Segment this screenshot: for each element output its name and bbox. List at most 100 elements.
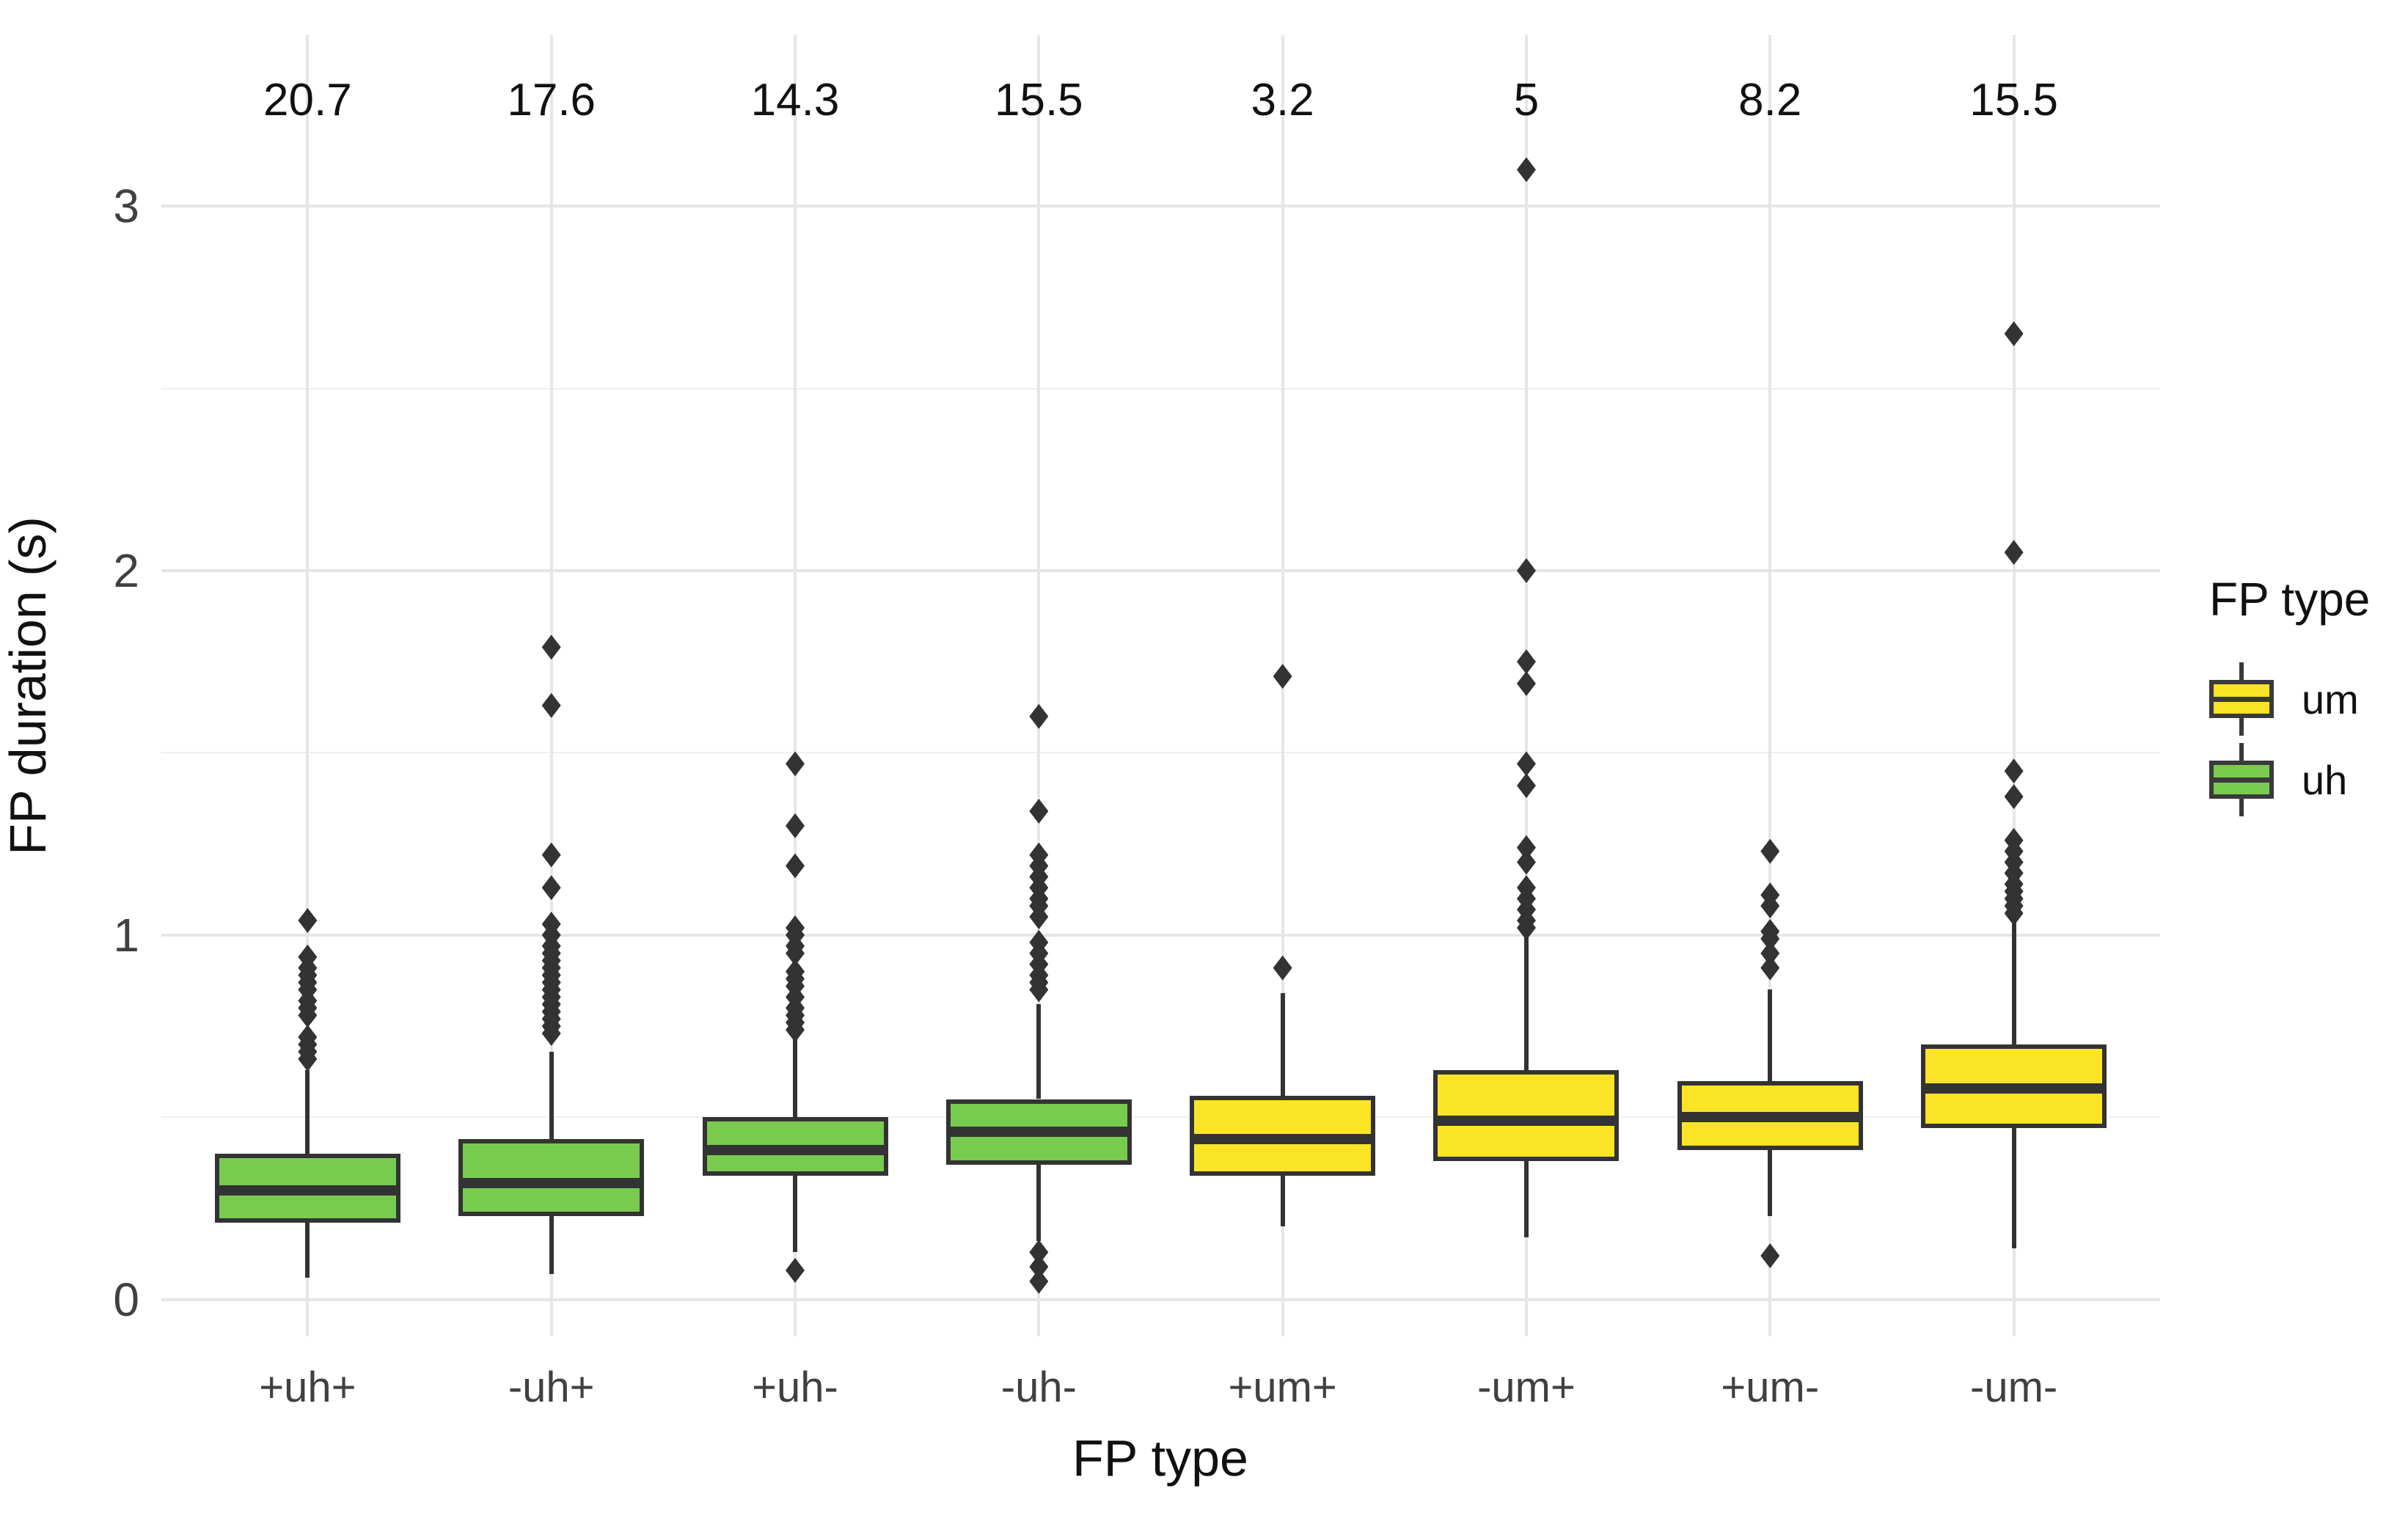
upper-whisker [1036,1004,1042,1099]
outlier-point [786,813,805,838]
swatch-whisker [2239,799,2244,816]
gridline-x [1037,35,1041,1336]
legend: FP type um uh [2209,572,2407,820]
count-label: 5 [1513,74,1540,125]
median-line [945,1127,1132,1138]
legend-key: um [2209,659,2407,739]
legend-key: uh [2209,739,2407,820]
box [458,1139,645,1216]
upper-whisker [305,1069,310,1154]
x-tick-label: -um+ [1477,1364,1576,1411]
outlier-point [2004,321,2024,346]
x-tick-label: +um- [1721,1364,1820,1411]
count-label: 8.2 [1738,74,1802,125]
gridline-x [549,35,553,1336]
outlier-point [1029,1240,1049,1265]
lower-whisker [1280,1175,1285,1227]
upper-whisker [1280,993,1285,1096]
outlier-point [541,875,561,901]
swatch-whisker [2239,718,2244,736]
gridline-y-major [161,568,2160,572]
lower-whisker [1768,1150,1773,1216]
gridline-x [1768,35,1772,1336]
median-line [1190,1134,1376,1145]
outlier-point [541,634,561,660]
legend-entries: um uh [2209,659,2407,820]
gridline-x [2012,35,2016,1336]
outlier-point [1516,671,1536,697]
gridline-x [306,35,310,1336]
outlier-point [1273,955,1292,981]
outlier-point [1029,703,1049,729]
outlier-point [786,1258,805,1284]
x-tick-label: -uh+ [508,1364,595,1411]
median-line [214,1185,400,1196]
swatch-whisker [2239,662,2244,680]
outlier-point [1760,838,1780,864]
outlier-point [786,853,805,879]
x-tick-label: +uh+ [259,1364,356,1411]
boxplot-swatch-icon [2209,743,2274,816]
lower-whisker [793,1175,798,1253]
median-line [1677,1112,1863,1123]
outlier-point [2004,784,2024,810]
outlier-point [2004,540,2024,565]
median-line [702,1145,888,1156]
legend-label: um [2302,676,2359,722]
x-tick-label: +uh- [752,1364,838,1411]
lower-whisker [1036,1164,1042,1242]
x-tick-label: -uh- [1000,1364,1077,1411]
gridline-y-minor [161,752,2160,754]
upper-whisker [2011,920,2016,1044]
outlier-point [1516,157,1536,183]
count-label: 14.3 [750,74,840,125]
upper-whisker [1523,934,1529,1070]
x-tick-label: +um+ [1228,1364,1337,1411]
outlier-point [1516,557,1536,583]
count-label: 17.6 [507,74,596,125]
swatch-median [2209,777,2274,783]
outlier-point [298,908,318,934]
box [1433,1069,1620,1161]
median-line [1921,1083,2107,1094]
median-line [458,1177,645,1188]
outlier-point [1029,798,1049,824]
gridline-y-major [161,1297,2160,1301]
upper-whisker [1768,989,1773,1081]
legend-title: FP type [2209,573,2371,626]
lower-whisker [305,1223,310,1278]
y-tick-label: 1 [113,908,139,962]
count-label: 20.7 [263,74,352,125]
y-tick-label: 3 [113,180,139,233]
swatch-whisker [2239,743,2244,761]
outlier-point [786,751,805,777]
gridline-y-minor [161,1116,2160,1119]
outlier-point [1516,751,1536,777]
x-axis-title: FP type [1072,1430,1248,1487]
count-label: 15.5 [1969,74,2058,125]
count-label: 15.5 [994,74,1083,125]
median-line [1433,1116,1620,1127]
outlier-point [1516,835,1536,860]
upper-whisker [549,1051,554,1140]
gridline-y-minor [161,387,2160,389]
boxplot-swatch-icon [2209,662,2274,736]
outlier-point [541,692,561,718]
outlier-point [1273,664,1292,689]
outlier-point [541,842,561,868]
gridline-x [794,35,797,1336]
outlier-point [1516,773,1536,799]
gridline-y-major [161,205,2160,208]
gridline-y-major [161,933,2160,937]
outlier-point [2004,758,2024,784]
lower-whisker [2011,1128,2016,1249]
outlier-point [1516,649,1536,675]
y-tick-label: 0 [113,1273,139,1326]
count-label: 3.2 [1251,74,1314,125]
x-tick-label: -um- [1970,1364,2058,1411]
lower-whisker [1523,1160,1529,1238]
plot-panel: 20.7 17.6 14.3 15.5 3.2 5 8.2 15.5 [161,35,2160,1336]
outlier-point [1760,1243,1780,1269]
lower-whisker [549,1215,554,1275]
